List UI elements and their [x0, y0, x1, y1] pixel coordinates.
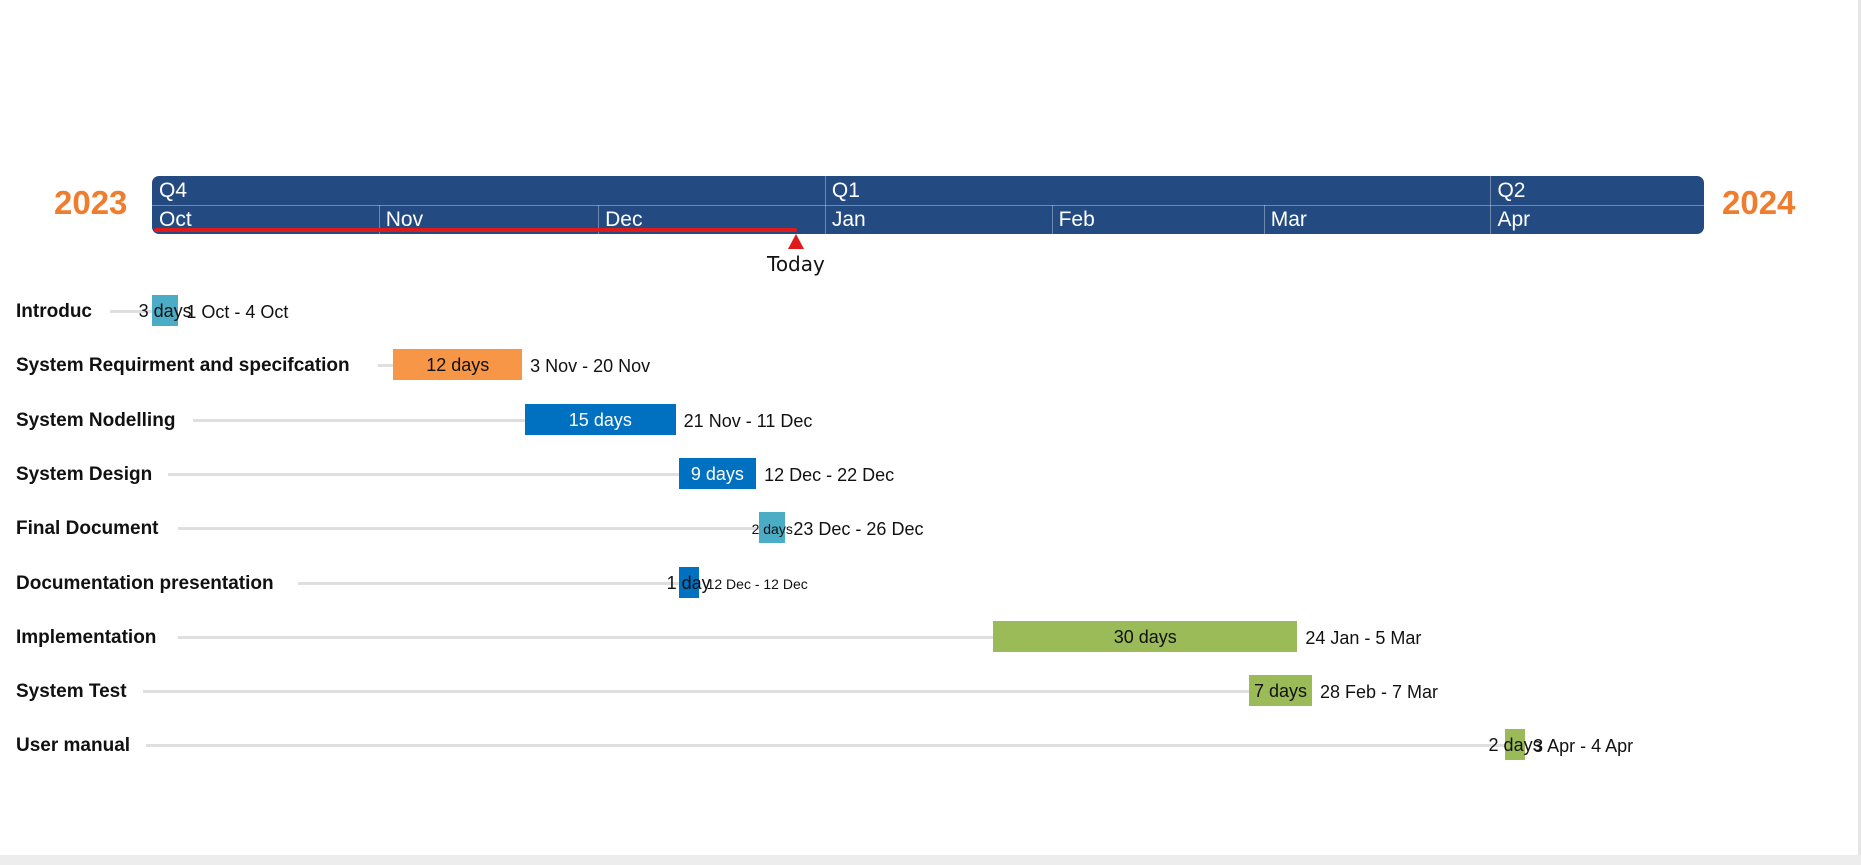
task-bar [152, 295, 179, 326]
task-duration-label: 15 days [568, 409, 632, 430]
task-guide-line [178, 527, 760, 531]
task-duration-label: 1 day [666, 572, 711, 593]
month-separator [1051, 205, 1053, 234]
task-name: Introduc [16, 301, 92, 322]
quarter-label: Q1 [831, 179, 860, 202]
task-duration-label: 9 days [690, 463, 744, 484]
task-guide-line [193, 418, 525, 422]
task-row: Implementation 30 days 24 Jan - 5 Mar [0, 620, 1861, 655]
task-guide-line [110, 310, 152, 313]
task-bar [1249, 675, 1312, 707]
task-name: System Test [16, 681, 127, 703]
today-label: Today [767, 252, 825, 276]
today-marker-icon [788, 234, 804, 249]
task-row: User manual 2 days 3 Apr - 4 Apr [0, 729, 1861, 763]
month-label: Nov [385, 208, 424, 231]
month-label: Oct [159, 208, 192, 231]
year-right: 2024 [1722, 184, 1796, 221]
task-row: System Requirment and specifcation 12 day… [0, 349, 1861, 383]
task-name: User manual [16, 735, 131, 757]
task-guide-line [178, 635, 994, 639]
task-date-range: 21 Nov - 11 Dec [683, 410, 813, 431]
task-bar [525, 403, 676, 435]
task-bar [678, 566, 699, 598]
task-duration-label: 2 days [1488, 735, 1542, 756]
task-date-range: 23 Dec - 26 Dec [793, 519, 924, 540]
today-progress-line [154, 228, 797, 232]
task-bar [993, 620, 1298, 652]
month-label: Dec [605, 208, 643, 231]
timescale-divider [152, 205, 1704, 206]
task-row: System Nodelling 15 days 21 Nov - 11 Dec [0, 403, 1861, 438]
month-separator [1263, 205, 1265, 234]
task-date-range: 28 Feb - 7 Mar [1320, 682, 1439, 703]
canvas-edge-right [1858, 0, 1861, 865]
task-row: Final Document 2 days 23 Dec - 26 Dec [0, 512, 1861, 546]
quarter-label: Q4 [159, 179, 188, 202]
task-name: Final Document [16, 518, 159, 540]
month-separator [824, 205, 826, 234]
task-row: Introduc 3 days 1 Oct - 4 Oct [0, 295, 1861, 329]
task-guide-line [146, 744, 1506, 748]
task-duration-label: 3 days [138, 301, 192, 321]
quarter-label: Q2 [1497, 179, 1526, 202]
task-duration-label: 30 days [1113, 626, 1177, 647]
timescale-band: Oct Nov Dec Jan Feb Mar Apr Q4 Q1 Q2 [152, 176, 1704, 234]
month-label: Jan [831, 208, 866, 231]
task-name: Documentation presentation [16, 572, 274, 594]
task-bar [393, 349, 523, 381]
task-guide-line [298, 581, 679, 585]
month-separator [1490, 205, 1492, 234]
task-date-range: 1 Oct - 4 Oct [186, 302, 289, 322]
month-label: Mar [1270, 208, 1307, 231]
task-duration-label: 12 days [426, 355, 490, 376]
task-date-range: 3 Apr - 4 Apr [1533, 736, 1634, 757]
task-row: System Design 9 days 12 Dec - 22 Dec [0, 457, 1861, 492]
task-guide-line [143, 690, 1250, 694]
month-label: Apr [1497, 208, 1531, 231]
task-bar [1505, 729, 1526, 761]
task-duration-label: 2 days [751, 521, 793, 538]
task-date-range: 3 Nov - 20 Nov [530, 356, 651, 377]
quarter-separator [824, 176, 826, 205]
month-label: Feb [1058, 208, 1095, 231]
task-duration-label: 7 days [1254, 681, 1308, 702]
task-date-range: 12 Dec - 12 Dec [706, 575, 808, 592]
task-name: System Design [16, 463, 153, 485]
task-date-range: 12 Dec - 22 Dec [764, 464, 895, 485]
task-name: Implementation [16, 626, 157, 648]
task-name: System Requirment and specifcation [16, 355, 350, 377]
task-row: Documentation presentation 1 day 12 Dec - … [0, 566, 1861, 601]
task-guide-line [168, 472, 679, 476]
quarter-separator [1490, 176, 1492, 205]
task-bar [678, 457, 757, 489]
month-separator [378, 205, 380, 234]
task-date-range: 24 Jan - 5 Mar [1305, 627, 1422, 648]
task-bar [759, 512, 786, 544]
month-separator [598, 205, 600, 234]
task-guide-line [378, 364, 394, 368]
canvas-edge-bottom [0, 855, 1861, 865]
task-row: System Test 7 days 28 Feb - 7 Mar [0, 675, 1861, 709]
year-left: 2023 [54, 184, 128, 221]
task-name: System Nodelling [16, 409, 176, 431]
